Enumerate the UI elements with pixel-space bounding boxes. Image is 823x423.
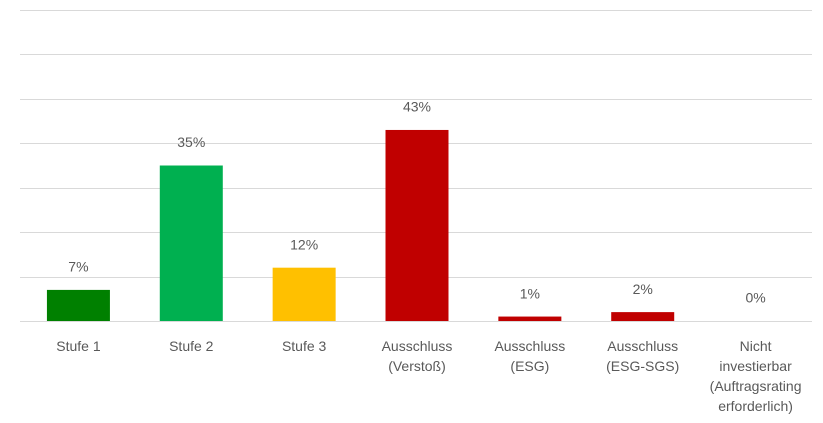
x-tick-label-line: Ausschluss (382, 338, 453, 354)
data-label: 43% (403, 99, 431, 115)
x-tick-label: Ausschluss (Verstoß) (382, 338, 453, 374)
x-tick-label-line: investierbar (719, 358, 792, 374)
x-tick-label: Stufe 3 (282, 338, 327, 354)
x-tick-label-line: Stufe 2 (169, 338, 214, 354)
bar (385, 129, 449, 321)
bar (272, 267, 336, 321)
x-tick-label: Ausschluss (ESG) (494, 338, 565, 374)
data-label: 12% (290, 236, 318, 252)
bar (611, 312, 675, 321)
x-tick-label-line: (ESG) (510, 358, 549, 374)
x-tick-label-line: erforderlich) (718, 398, 793, 414)
x-tick-label-line: Ausschluss (494, 338, 565, 354)
x-tick-label-line: Ausschluss (607, 338, 678, 354)
x-tick-label: Stufe 2 (169, 338, 214, 354)
x-tick-label-line: Stufe 3 (282, 338, 327, 354)
data-label: 0% (745, 290, 765, 306)
x-tick-label-line: Stufe 1 (56, 338, 101, 354)
bar (159, 165, 223, 321)
x-tick-label-line: Nicht (740, 338, 772, 354)
x-tick-label: Nicht investierbar (Auftragsrating erforder… (710, 338, 802, 414)
data-label: 7% (68, 259, 88, 275)
data-label: 2% (633, 281, 653, 297)
x-tick-label: Stufe 1 (56, 338, 101, 354)
data-label: 35% (177, 134, 205, 150)
bar (498, 316, 562, 321)
x-tick-label: Ausschluss (ESG-SGS) (606, 338, 679, 374)
data-label: 1% (520, 285, 540, 301)
x-tick-label-line: (Auftragsrating (710, 378, 802, 394)
x-tick-label-line: (ESG-SGS) (606, 358, 679, 374)
x-tick-label-line: (Verstoß) (388, 358, 446, 374)
bar (46, 289, 110, 321)
